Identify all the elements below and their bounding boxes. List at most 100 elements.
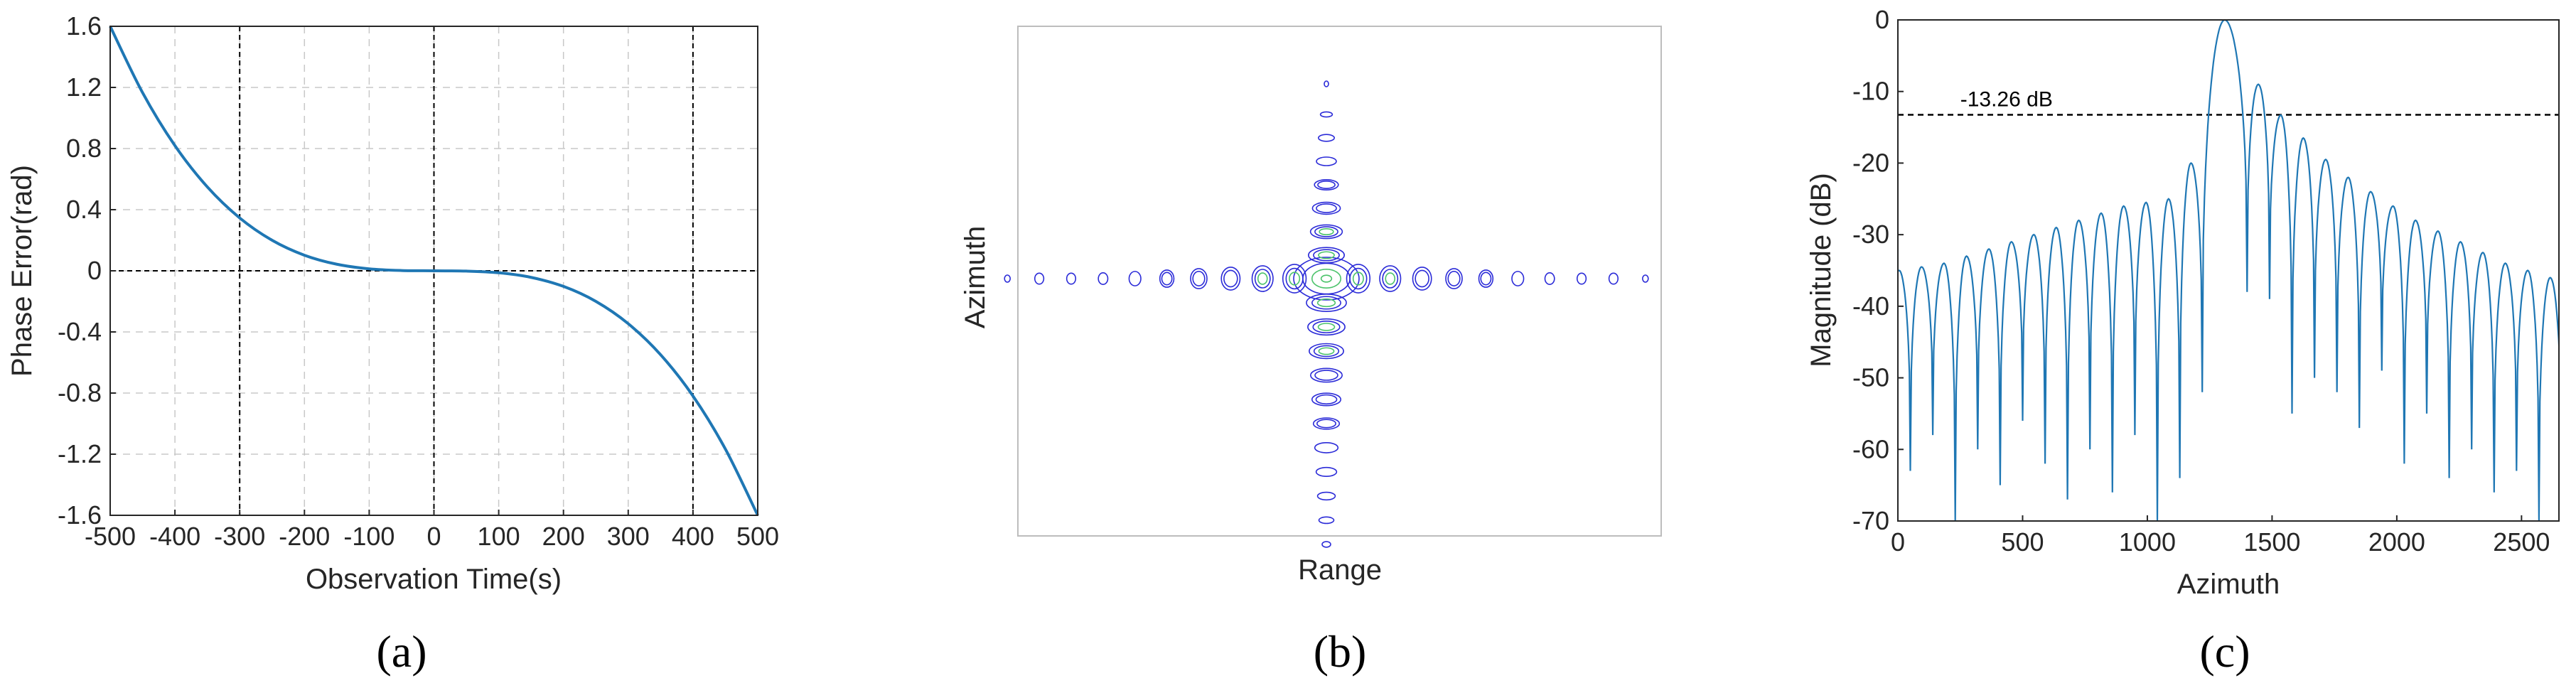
contour-ring	[1319, 227, 1334, 236]
contour-ring	[1576, 272, 1587, 285]
chart-b: Range Azimuth (b)	[960, 26, 1662, 677]
y-tick-label: -20	[1852, 148, 1889, 177]
x-tick-label: 1500	[2243, 527, 2300, 557]
contour-ring	[1311, 268, 1342, 289]
contour-ring	[1282, 264, 1307, 294]
x-axis-label-a: Observation Time(s)	[306, 564, 562, 595]
contour-ring	[1316, 419, 1336, 429]
panel-label-c: (c)	[2199, 626, 2250, 677]
contour-ring	[1313, 345, 1340, 358]
axes-box-c	[1897, 19, 2560, 522]
contour-ring	[1478, 269, 1494, 288]
contour-ring	[1314, 370, 1338, 381]
x-tick-label: -400	[149, 522, 200, 551]
contour-ring	[1306, 294, 1347, 312]
y-tick-label: -60	[1852, 434, 1889, 463]
contour-ring	[1320, 274, 1333, 283]
x-tick-label: 500	[736, 522, 779, 551]
contour-ring	[1159, 269, 1175, 288]
contour-ring	[1251, 265, 1274, 292]
y-ticks-c: 0 -10 -20 -30 -40 -50 -60 -70	[1852, 5, 1904, 535]
x-tick-label: -100	[343, 522, 395, 551]
x-tick-label: 0	[426, 522, 441, 551]
y-tick-label: -50	[1852, 363, 1889, 392]
contour-ring	[1034, 272, 1045, 285]
y-axis-label-b: Azimuth	[960, 226, 991, 329]
contour-ring	[1066, 272, 1077, 285]
chart-c: -13.26 dB 0 500 1000 1500 2000 2500 0 -10 -20 -3…	[1805, 5, 2560, 677]
x-tick-label: 2500	[2493, 527, 2550, 557]
contour-ring	[1318, 347, 1335, 355]
y-axis-label-a: Phase Error(rad)	[6, 165, 38, 377]
contour-ring	[1289, 272, 1301, 286]
contour-ring	[1308, 247, 1346, 264]
y-tick-label: -10	[1852, 77, 1889, 106]
x-ticks-a: -500 -400 -300 -200 -100 0 100 200 300 400 500	[85, 510, 779, 551]
contour-ring	[1314, 226, 1338, 237]
contour-ring	[1311, 296, 1341, 310]
contour-ring	[1004, 274, 1011, 283]
contour-ring	[1316, 156, 1337, 166]
contour-ring	[1379, 265, 1402, 292]
contour-ring	[1318, 251, 1335, 259]
contour-ring	[1285, 267, 1304, 290]
contour-ring	[1315, 466, 1338, 477]
contour-lobes	[1004, 80, 1649, 548]
x-tick-label: 1000	[2119, 527, 2176, 557]
y-axis-label-c: Magnitude (dB)	[1805, 173, 1837, 367]
reference-lines-a	[110, 26, 758, 515]
contour-ring	[1480, 272, 1492, 286]
contour-ring	[1316, 491, 1336, 501]
x-tick-label: -500	[85, 522, 136, 551]
contour-ring	[1313, 249, 1340, 262]
contour-ring	[1309, 343, 1344, 360]
x-axis-label-b: Range	[1298, 554, 1382, 586]
contour-ring	[1316, 203, 1337, 213]
x-tick-label: 500	[2001, 527, 2044, 557]
contour-ring	[1318, 516, 1335, 525]
y-tick-label: 0	[87, 256, 102, 285]
contour-ring	[1346, 264, 1371, 294]
contour-ring	[1382, 269, 1399, 289]
contour-ring	[1307, 318, 1346, 336]
x-tick-label: 300	[607, 522, 650, 551]
contour-ring	[1312, 417, 1341, 430]
x-tick-label: -300	[214, 522, 265, 551]
contour-ring	[1098, 272, 1109, 285]
threshold-annotation: -13.26 dB	[1960, 88, 2053, 112]
contour-ring	[1642, 274, 1649, 283]
contour-ring	[1544, 272, 1555, 285]
y-tick-label: 1.2	[66, 72, 102, 102]
contour-ring	[1314, 179, 1339, 191]
contour-ring	[1317, 181, 1336, 189]
contour-ring	[1321, 541, 1331, 548]
contour-ring	[1309, 224, 1343, 240]
x-ticks-c: 0 500 1000 1500 2000 2500	[1891, 515, 2550, 557]
contour-ring	[1447, 271, 1461, 286]
y-tick-label: 0	[1875, 5, 1889, 34]
contour-ring	[1220, 267, 1241, 291]
y-tick-label: 0.8	[66, 134, 102, 163]
contour-ring	[1324, 80, 1329, 87]
contour-ring	[1415, 269, 1429, 288]
contour-ring	[1445, 268, 1463, 289]
plot-area-b	[1017, 26, 1662, 537]
y-tick-label: 0.4	[66, 195, 102, 224]
y-tick-label: -1.2	[58, 439, 102, 468]
y-ticks-a: 1.6 1.2 0.8 0.4 0 -0.4 -0.8 -1.2 -1.6	[58, 11, 116, 530]
contour-ring	[1311, 392, 1342, 407]
contour-ring	[1349, 267, 1368, 290]
y-tick-label: -30	[1852, 220, 1889, 249]
contour-ring	[1319, 111, 1333, 118]
contour-ring	[1190, 268, 1208, 289]
contour-ring	[1511, 271, 1525, 286]
x-tick-label: 0	[1891, 527, 1905, 557]
y-tick-label: -40	[1852, 291, 1889, 321]
contour-ring	[1310, 367, 1343, 383]
chart-a: -500 -400 -300 -200 -100 0 100 200 300 400 500 1.6…	[6, 11, 779, 677]
contour-ring	[1318, 134, 1336, 142]
y-tick-label: -0.8	[58, 378, 102, 407]
contour-ring	[1254, 269, 1271, 289]
phase-error-line	[109, 26, 759, 516]
